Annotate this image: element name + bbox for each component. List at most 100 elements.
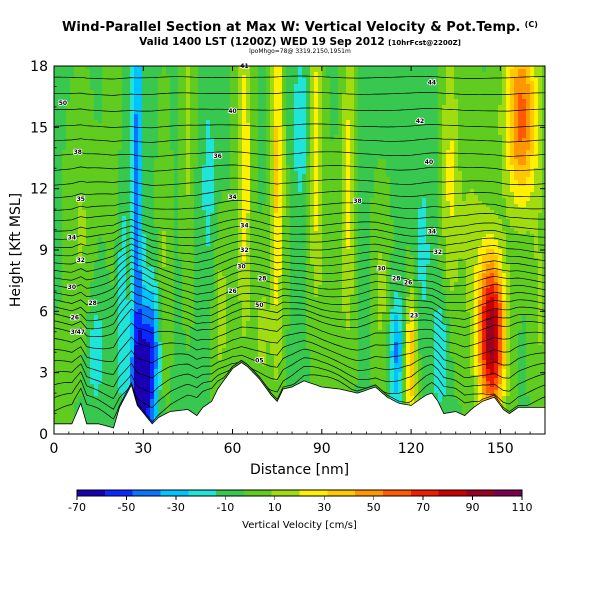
velocity-cell: [154, 408, 158, 411]
velocity-cell: [110, 342, 114, 345]
velocity-cell: [82, 336, 86, 339]
velocity-cell: [118, 66, 122, 69]
velocity-cell: [146, 120, 150, 123]
velocity-cell: [142, 354, 146, 357]
velocity-cell: [86, 132, 90, 135]
velocity-cell: [66, 144, 70, 147]
velocity-cell: [178, 111, 182, 114]
velocity-cell: [210, 90, 214, 93]
velocity-cell: [206, 153, 210, 156]
velocity-cell: [166, 408, 170, 411]
velocity-cell: [114, 66, 118, 69]
velocity-cell: [186, 360, 190, 363]
velocity-cell: [58, 354, 62, 357]
velocity-cell: [194, 378, 198, 381]
velocity-cell: [150, 159, 154, 162]
velocity-cell: [194, 264, 198, 267]
velocity-cell: [98, 198, 102, 201]
velocity-cell: [210, 285, 214, 288]
velocity-cell: [138, 396, 142, 399]
velocity-cell: [182, 87, 186, 90]
velocity-cell: [66, 384, 70, 387]
velocity-cell: [206, 66, 210, 69]
velocity-cell: [178, 378, 182, 381]
velocity-cell: [162, 177, 166, 180]
velocity-cell: [150, 135, 154, 138]
velocity-cell: [130, 156, 134, 159]
velocity-cell: [82, 213, 86, 216]
velocity-cell: [118, 252, 122, 255]
velocity-cell: [78, 174, 82, 177]
velocity-cell: [166, 348, 170, 351]
velocity-cell: [106, 132, 110, 135]
velocity-cell: [58, 351, 62, 354]
velocity-cell: [90, 159, 94, 162]
velocity-cell: [158, 348, 162, 351]
velocity-cell: [98, 120, 102, 123]
velocity-cell: [166, 363, 170, 366]
velocity-cell: [94, 228, 98, 231]
velocity-cell: [162, 147, 166, 150]
velocity-cell: [78, 132, 82, 135]
velocity-cell: [130, 285, 134, 288]
velocity-cell: [174, 360, 178, 363]
velocity-cell: [94, 414, 98, 417]
velocity-cell: [194, 168, 198, 171]
velocity-cell: [130, 198, 134, 201]
velocity-cell: [206, 147, 210, 150]
velocity-cell: [118, 141, 122, 144]
velocity-cell: [98, 174, 102, 177]
velocity-cell: [142, 69, 146, 72]
velocity-cell: [66, 129, 70, 132]
velocity-cell: [62, 204, 66, 207]
velocity-cell: [54, 402, 58, 405]
velocity-cell: [210, 84, 214, 87]
velocity-cell: [110, 351, 114, 354]
velocity-cell: [206, 186, 210, 189]
velocity-cell: [186, 141, 190, 144]
velocity-cell: [150, 234, 154, 237]
velocity-cell: [98, 162, 102, 165]
velocity-cell: [166, 156, 170, 159]
velocity-cell: [174, 357, 178, 360]
velocity-cell: [74, 156, 78, 159]
velocity-cell: [130, 213, 134, 216]
velocity-cell: [66, 303, 70, 306]
velocity-cell: [162, 333, 166, 336]
velocity-cell: [130, 279, 134, 282]
velocity-cell: [214, 162, 218, 165]
velocity-cell: [170, 132, 174, 135]
velocity-cell: [90, 363, 94, 366]
velocity-cell: [194, 312, 198, 315]
velocity-cell: [90, 141, 94, 144]
velocity-cell: [154, 201, 158, 204]
velocity-cell: [78, 141, 82, 144]
velocity-cell: [174, 192, 178, 195]
velocity-cell: [138, 201, 142, 204]
velocity-cell: [70, 384, 74, 387]
velocity-cell: [186, 357, 190, 360]
velocity-cell: [158, 210, 162, 213]
velocity-cell: [110, 159, 114, 162]
velocity-cell: [66, 165, 70, 168]
velocity-cell: [106, 420, 110, 423]
velocity-cell: [138, 339, 142, 342]
velocity-cell: [186, 366, 190, 369]
velocity-cell: [174, 96, 178, 99]
velocity-cell: [162, 345, 166, 348]
velocity-cell: [214, 132, 218, 135]
velocity-cell: [54, 339, 58, 342]
velocity-cell: [62, 69, 66, 72]
velocity-cell: [198, 78, 202, 81]
velocity-cell: [134, 273, 138, 276]
velocity-cell: [138, 144, 142, 147]
velocity-cell: [94, 240, 98, 243]
velocity-cell: [114, 186, 118, 189]
velocity-cell: [158, 264, 162, 267]
velocity-cell: [110, 198, 114, 201]
velocity-cell: [190, 78, 194, 81]
velocity-cell: [150, 249, 154, 252]
velocity-cell: [70, 363, 74, 366]
velocity-cell: [142, 333, 146, 336]
velocity-cell: [134, 177, 138, 180]
